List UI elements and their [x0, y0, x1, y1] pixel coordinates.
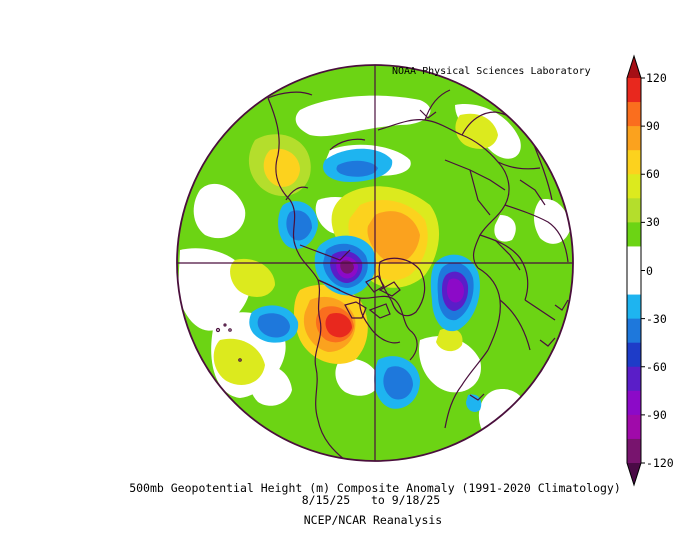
colorbar: [626, 54, 645, 487]
dataset-name: NCEP/NCAR Reanalysis: [303, 513, 443, 527]
colorbar-tick-label: 60: [646, 167, 660, 182]
colorbar-bin: [627, 222, 641, 247]
colorbar-bin: [627, 198, 641, 223]
colorbar-tick-label: 0: [646, 263, 653, 278]
colorbar-tick-label: 120: [646, 71, 667, 85]
colorbar-bin: [627, 126, 641, 151]
coastlines: [215, 89, 569, 461]
colorbar-bin: [627, 366, 641, 392]
colorbar-bin: [627, 390, 641, 416]
colorbar-tick-label: 30: [646, 215, 660, 230]
map-border: [176, 64, 574, 462]
colorbar-bin: [627, 342, 641, 368]
colorbar-bin: [627, 150, 641, 175]
colorbar-bin: [627, 270, 641, 296]
credit-text: NOAA Physical Sciences Laboratory: [392, 66, 591, 77]
colorbar-bin: [627, 246, 641, 271]
colorbar-bin: [627, 174, 641, 199]
colorbar-bottom-arrow: [627, 463, 641, 485]
colorbar-bin: [627, 294, 641, 320]
date-range: 8/15/25 to 9/18/25: [301, 493, 441, 507]
graticule: [177, 65, 573, 461]
colorbar-tick-label: -30: [646, 311, 667, 326]
colorbar-tick-label: 90: [646, 119, 660, 134]
colorbar-tick-label: -60: [646, 359, 667, 374]
figure-title: 500mb Geopotential Height (m) Composite …: [129, 481, 621, 495]
colorbar-bin: [627, 78, 641, 103]
colorbar-tick-label: -90: [646, 407, 667, 422]
colorbar-tick-label: -120: [646, 456, 674, 470]
colorbar-top-arrow: [627, 56, 641, 78]
colorbar-bin: [627, 438, 641, 464]
colorbar-bin: [627, 414, 641, 440]
colorbar-bin: [627, 102, 641, 127]
colorbar-bin: [627, 318, 641, 344]
